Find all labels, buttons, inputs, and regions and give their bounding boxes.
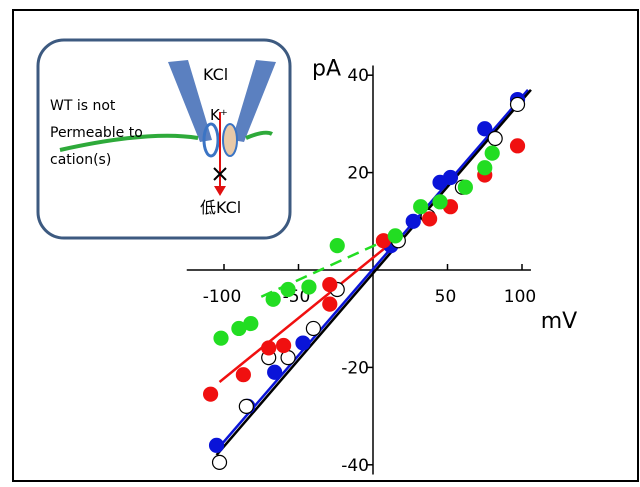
data-point — [267, 364, 283, 380]
data-point — [295, 335, 311, 351]
inset-box — [36, 38, 292, 240]
x-tick-label: -100 — [203, 287, 242, 307]
data-point — [301, 279, 317, 295]
data-point — [261, 340, 277, 356]
note-line: WT is not — [50, 98, 116, 114]
channel — [222, 123, 238, 157]
x-axis-label: mV — [541, 309, 577, 334]
y-tick-label: -20 — [341, 358, 369, 378]
data-point — [487, 130, 503, 147]
data-point — [280, 281, 296, 298]
bath-label: 低KCl — [200, 198, 241, 217]
y-tick-label: 40 — [347, 66, 369, 86]
data-point — [387, 228, 403, 244]
data-point — [238, 398, 254, 414]
note-line: cation(s) — [50, 152, 111, 168]
data-point — [276, 337, 292, 354]
data-point — [484, 145, 500, 161]
data-point — [509, 96, 526, 113]
y-tick-label: -40 — [341, 456, 369, 476]
ion-label: K⁺ — [210, 106, 228, 124]
pipette-label: KCl — [203, 65, 228, 84]
data-point — [305, 320, 321, 337]
data-point — [509, 138, 526, 154]
data-point — [477, 121, 493, 137]
data-point — [243, 315, 259, 332]
fit-line — [218, 244, 389, 383]
data-point — [208, 437, 225, 453]
x-tick-label: 100 — [504, 287, 536, 307]
fit-line — [215, 88, 532, 456]
data-point — [235, 367, 251, 383]
y-tick-label: 20 — [347, 164, 369, 184]
data-point — [457, 179, 473, 195]
membrane — [59, 130, 273, 152]
data-point — [202, 386, 219, 402]
data-point — [477, 160, 493, 176]
pipette-wall — [168, 60, 212, 142]
pipette-wall — [232, 60, 276, 142]
channel — [202, 122, 220, 158]
data-point — [322, 277, 338, 293]
y-axis-label: pA — [312, 56, 341, 81]
inset: KCl K⁺ WT is not Permeable to cation(s) … — [36, 38, 292, 240]
data-point — [442, 169, 459, 186]
data-point — [322, 296, 338, 312]
data-point — [329, 238, 345, 254]
data-point — [265, 291, 281, 307]
block-cross — [213, 167, 227, 181]
fit-line — [215, 88, 529, 452]
arrow-head — [214, 186, 226, 196]
x-tick-label: 50 — [435, 287, 457, 307]
data-point — [211, 454, 228, 470]
data-point — [405, 213, 421, 229]
data-point — [413, 199, 429, 215]
data-point — [213, 330, 229, 346]
data-point — [422, 211, 438, 227]
note-line: Permeable to — [50, 125, 143, 141]
data-point — [432, 194, 448, 210]
